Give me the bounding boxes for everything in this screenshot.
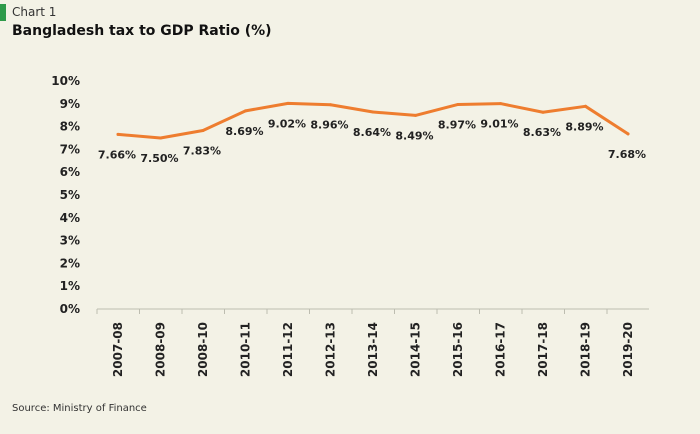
data-point <box>456 102 460 106</box>
data-labels: 7.66% 7.50% 7.83% 8.69% 9.02% 8.96% 8.64% 8.49%… <box>98 117 646 165</box>
data-point <box>159 136 162 140</box>
y-tick-label: 5% <box>60 188 80 202</box>
data-label: 9.01% <box>480 118 518 131</box>
data-label: 7.66% <box>98 148 136 161</box>
x-tick-label: 2011-12 <box>281 322 295 377</box>
y-tick-label: 2% <box>60 256 80 270</box>
chart-title: Bangladesh tax to GDP Ratio (%) <box>12 23 272 39</box>
x-axis: 2007-08 2008-09 2008-10 2010-11 2011-12 2012-… <box>96 308 649 377</box>
source-note: Source: Ministry of Finance <box>12 403 147 414</box>
data-point <box>329 103 332 107</box>
y-tick-label: 4% <box>60 211 80 225</box>
data-label: 8.64% <box>353 126 391 139</box>
accent-bar <box>0 4 6 21</box>
y-tick-label: 6% <box>60 165 80 179</box>
y-tick-label: 1% <box>60 279 80 293</box>
data-point <box>541 110 545 114</box>
data-label: 8.96% <box>310 119 348 132</box>
data-point <box>499 102 502 106</box>
data-label: 8.63% <box>523 126 561 139</box>
y-tick-label: 8% <box>60 120 80 134</box>
data-label: 7.83% <box>183 144 221 157</box>
y-axis: 0% 1% 2% 3% 4% 5% 6% 7% 8% 9% 10% <box>51 74 80 316</box>
y-tick-label: 10% <box>51 74 80 88</box>
x-tick-label: 2017-18 <box>536 322 550 377</box>
x-tick-label: 2013-14 <box>366 322 380 377</box>
data-point <box>244 109 247 113</box>
x-tick-label: 2016-17 <box>494 322 508 377</box>
data-point <box>584 104 587 108</box>
x-tick-label: 2008-09 <box>154 322 168 377</box>
y-tick-label: 3% <box>60 234 80 248</box>
data-label: 8.69% <box>225 125 263 138</box>
y-tick-label: 9% <box>60 97 80 111</box>
data-point <box>201 128 205 132</box>
data-label: 7.68% <box>608 148 646 161</box>
data-point <box>286 101 290 105</box>
x-tick-label: 2012-13 <box>324 322 338 377</box>
data-label: 8.49% <box>395 129 433 142</box>
chart-number: Chart 1 <box>12 5 57 19</box>
data-point <box>626 132 630 136</box>
series <box>116 101 630 140</box>
y-tick-label: 0% <box>60 302 80 316</box>
data-point <box>371 110 375 114</box>
x-tick-label: 2018-19 <box>579 322 593 377</box>
data-label: 7.50% <box>140 152 178 165</box>
x-tick-label: 2010-11 <box>239 322 253 377</box>
y-tick-label: 7% <box>60 142 80 156</box>
data-point <box>414 113 417 117</box>
data-point <box>116 132 120 136</box>
data-label: 8.97% <box>438 118 476 131</box>
data-label: 8.89% <box>565 120 603 133</box>
x-tick-label: 2014-15 <box>409 322 423 377</box>
x-tick-label: 2008-10 <box>196 322 210 377</box>
x-tick-label: 2015-16 <box>451 322 465 377</box>
data-label: 9.02% <box>268 117 306 130</box>
x-tick-label: 2007-08 <box>111 322 125 377</box>
x-tick-label: 2019-20 <box>621 322 635 377</box>
